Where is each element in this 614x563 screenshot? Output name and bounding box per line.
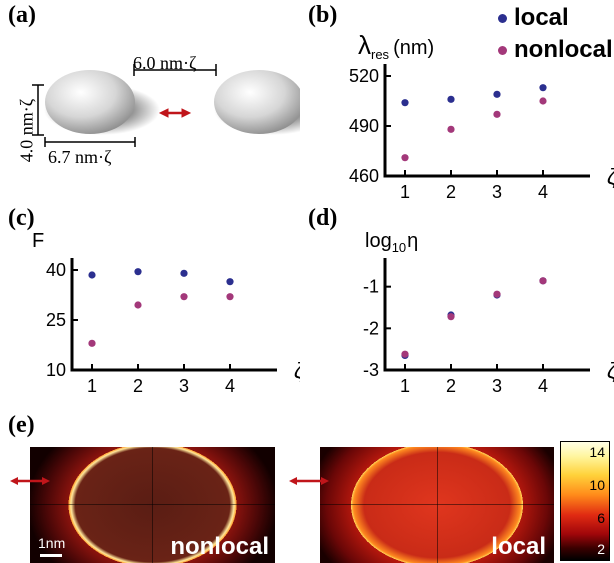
data-point-nonlocal <box>180 293 188 301</box>
chart-d: 1 2 3 4 -3 -2 -1 ζ log10η <box>363 230 614 396</box>
y-axis-label-unit: η <box>407 230 418 252</box>
left-particle <box>45 70 135 134</box>
data-point-local <box>88 271 96 279</box>
x-tick-label: 2 <box>446 376 456 396</box>
scale-bar <box>40 554 62 557</box>
y-axis-label-main: F <box>32 230 44 252</box>
data-point-nonlocal <box>539 277 547 285</box>
colorbar-tick-14: 14 <box>589 444 605 460</box>
x-tick-label: 1 <box>400 376 410 396</box>
data-point-local <box>134 268 142 276</box>
y-axis-label-unit: (nm) <box>393 37 434 59</box>
y-tick-label: -3 <box>363 360 379 380</box>
data-point-nonlocal <box>493 290 501 298</box>
panel-label-c: (c) <box>8 205 35 231</box>
y-axis-label-sub: res <box>371 47 390 62</box>
panel-label-a: (a) <box>8 2 36 28</box>
x-tick-label: 4 <box>538 376 548 396</box>
legend-marker-nonlocal <box>498 46 507 55</box>
x-tick-label: 1 <box>400 182 410 202</box>
polarization-arrow <box>158 108 192 118</box>
x-tick-label: 3 <box>492 182 502 202</box>
x-tick-label: 1 <box>87 376 97 396</box>
legend-marker-local <box>498 14 507 23</box>
data-point-nonlocal <box>134 301 142 309</box>
x-tick-label: 3 <box>492 376 502 396</box>
panel-label-b: (b) <box>308 2 338 28</box>
y-tick-label: 25 <box>46 310 66 330</box>
right-particle <box>214 70 300 134</box>
colorbar-tick-10: 10 <box>589 477 605 493</box>
data-point-nonlocal <box>226 293 234 301</box>
data-point-nonlocal <box>539 97 547 105</box>
legend-label-nonlocal: nonlocal <box>514 36 613 63</box>
legend-label-local: local <box>514 4 569 31</box>
data-point-local <box>226 278 234 286</box>
data-point-nonlocal <box>401 350 409 358</box>
y-tick-label: -1 <box>363 277 379 297</box>
x-axis-label: ζ <box>294 358 300 383</box>
field-arrow-right-icon <box>289 477 329 485</box>
y-axis-label: λres (nm) <box>358 30 434 62</box>
data-point-local <box>493 90 501 98</box>
gap-label: 6.0 nm·ζ <box>133 53 197 73</box>
y-axis-label-main: log <box>365 230 392 252</box>
y-tick-label: 10 <box>46 360 66 380</box>
chart-c: 1 2 3 4 10 25 40 ζ F <box>32 230 300 396</box>
y-tick-label: -2 <box>363 318 379 338</box>
data-point-nonlocal <box>493 110 501 118</box>
colorbar-tick-2: 2 <box>597 541 605 557</box>
x-axis-label: ζ <box>607 358 614 383</box>
data-point-nonlocal <box>447 125 455 133</box>
data-point-nonlocal <box>447 313 455 321</box>
y-axis-label: log10η <box>365 230 418 255</box>
field-map-nonlocal-vaxis <box>152 447 153 563</box>
field-map-nonlocal-label: nonlocal <box>170 533 269 560</box>
field-map-nonlocal: 1nm nonlocal <box>30 447 275 563</box>
y-tick-label: 460 <box>349 166 379 186</box>
x-tick-label: 3 <box>179 376 189 396</box>
scale-bar-label: 1nm <box>38 535 66 551</box>
colorbar-tick-6: 6 <box>597 510 605 526</box>
data-point-nonlocal <box>88 339 96 347</box>
dimer-schematic <box>32 64 300 147</box>
data-point-local <box>539 84 547 92</box>
y-tick-label: 490 <box>349 116 379 136</box>
height-label: 4.0 nm·ζ <box>16 98 37 163</box>
width-label: 6.7 nm·ζ <box>48 147 112 167</box>
x-tick-label: 4 <box>538 182 548 202</box>
x-tick-label: 2 <box>133 376 143 396</box>
y-tick-label: 520 <box>349 66 379 86</box>
panel-label-d: (d) <box>308 205 338 231</box>
chart-b: 1 2 3 4 460 490 520 ζ λres(nm) <box>349 30 614 202</box>
data-point-local <box>180 269 188 277</box>
field-map-local-vaxis <box>437 447 438 563</box>
data-point-nonlocal <box>401 154 409 162</box>
data-point-local <box>401 99 409 107</box>
x-axis-label: ζ <box>607 164 614 189</box>
y-axis-label-main: λ <box>358 30 371 60</box>
field-arrow-left-icon <box>10 477 50 485</box>
y-axis-label-sub: 10 <box>392 240 406 255</box>
y-tick-label: 40 <box>46 260 66 280</box>
field-map-local: local <box>320 447 554 563</box>
y-axis-label: F <box>32 230 44 252</box>
colorbar: 14 10 6 2 <box>560 441 610 561</box>
field-map-local-label: local <box>491 533 546 560</box>
data-point-local <box>447 95 455 103</box>
panel-label-e: (e) <box>8 412 35 438</box>
x-tick-label: 2 <box>446 182 456 202</box>
x-tick-label: 4 <box>225 376 235 396</box>
